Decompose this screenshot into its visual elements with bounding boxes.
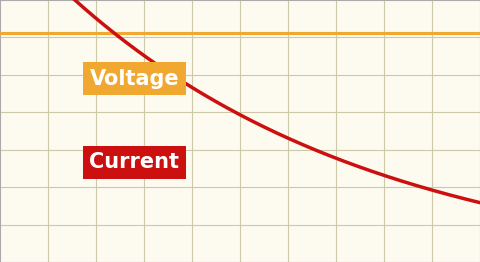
Text: Current: Current [89, 152, 180, 172]
Text: Voltage: Voltage [90, 69, 179, 89]
